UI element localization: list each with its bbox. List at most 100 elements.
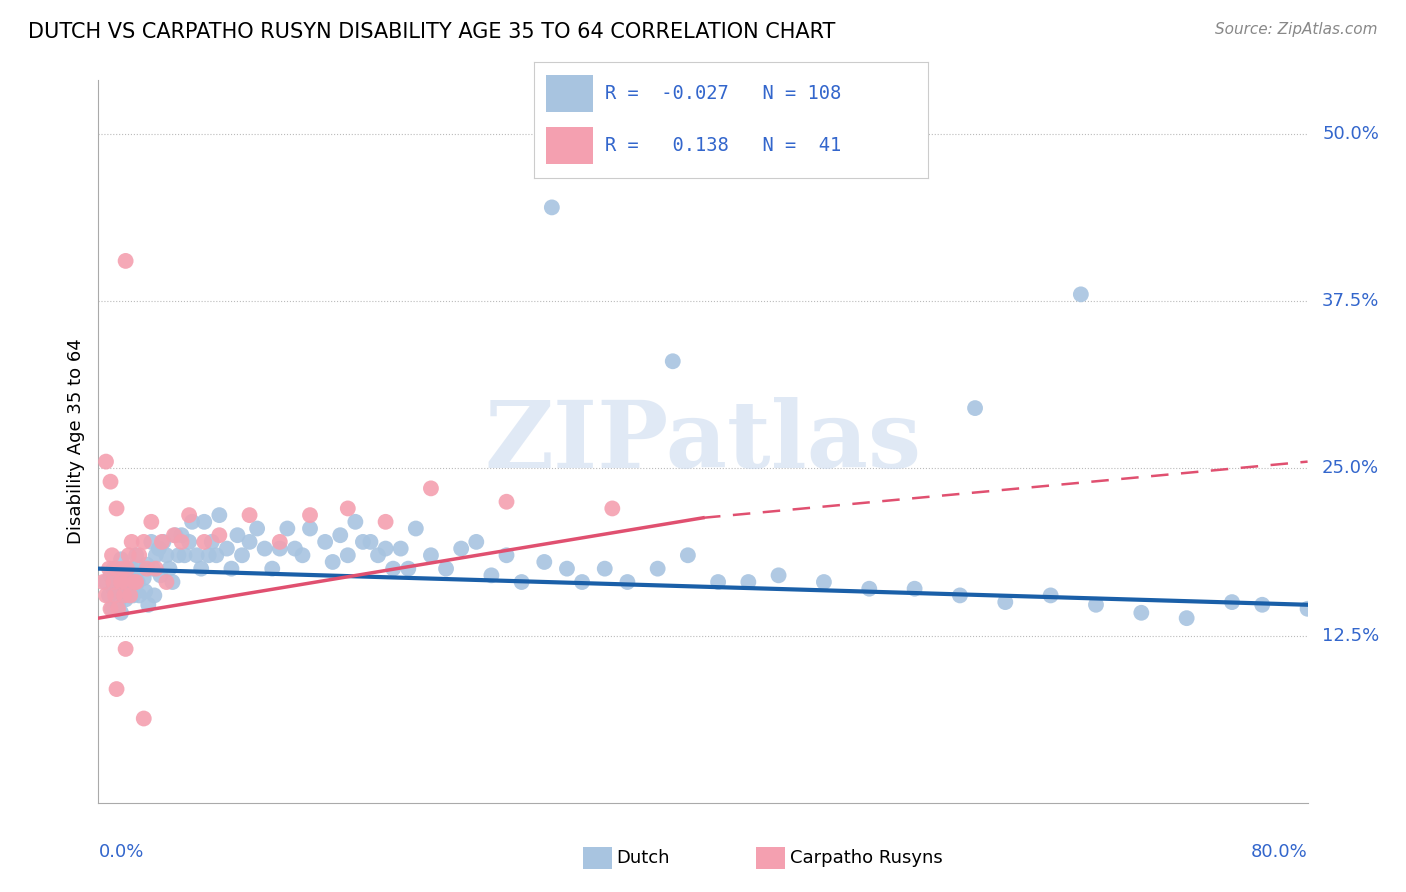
Point [965,401,987,416]
Point [434,562,457,576]
Point [737,575,759,590]
Point [107,602,129,616]
Point [197,548,219,563]
Point [382,562,405,576]
Point [1130,606,1153,620]
Point [215,541,238,556]
Point [118,562,141,576]
Point [110,606,132,620]
Point [593,562,616,576]
Point [122,589,145,603]
Point [193,534,215,549]
Text: R =   0.138   N =  41: R = 0.138 N = 41 [605,136,841,155]
Point [103,575,125,590]
Point [239,508,262,523]
Point [190,562,212,576]
Point [105,562,128,576]
Point [170,534,193,549]
Point [114,642,136,657]
Point [101,602,124,616]
Point [1070,287,1092,301]
Point [344,515,367,529]
Point [181,515,204,529]
Point [111,562,134,576]
Point [904,582,927,596]
Text: 37.5%: 37.5% [1322,292,1379,310]
Point [676,548,699,563]
Point [132,571,155,585]
Point [135,558,157,572]
Point [221,562,243,576]
Text: 25.0%: 25.0% [1322,459,1379,477]
Text: Source: ZipAtlas.com: Source: ZipAtlas.com [1215,22,1378,37]
Point [193,515,215,529]
Point [253,541,276,556]
Point [510,575,533,590]
Point [128,548,150,563]
Point [495,494,517,508]
Point [336,548,359,563]
Point [314,534,336,549]
Point [128,589,150,603]
Point [120,575,142,590]
Point [186,548,208,563]
Point [94,455,117,469]
Point [389,541,412,556]
Point [118,548,141,563]
Point [155,575,177,590]
Point [91,575,114,590]
Point [152,534,174,549]
Point [121,562,143,576]
Point [284,541,307,556]
Point [112,566,135,580]
Point [150,534,173,549]
Point [159,562,181,576]
Text: 0.0%: 0.0% [98,843,143,861]
Point [132,534,155,549]
Point [100,568,122,582]
Point [100,475,122,489]
Point [299,508,322,523]
Point [104,589,127,603]
Point [602,501,624,516]
Point [105,584,128,599]
Point [125,548,148,563]
Point [115,562,138,576]
Point [121,534,143,549]
Point [555,562,578,576]
Point [707,575,730,590]
Point [1220,595,1243,609]
Point [208,508,231,523]
Point [101,548,124,563]
Point [145,548,167,563]
Point [114,575,136,590]
Point [104,571,127,585]
Point [336,501,359,516]
Point [98,589,121,603]
Point [110,552,132,566]
Bar [546,128,593,164]
Point [262,562,284,576]
Y-axis label: Disability Age 35 to 64: Disability Age 35 to 64 [66,339,84,544]
Point [135,562,157,576]
Point [239,534,262,549]
Point [103,582,125,596]
Point [367,548,389,563]
Point [155,548,177,563]
Point [111,579,134,593]
Point [291,548,314,563]
Point [540,201,562,215]
Text: DUTCH VS CARPATHO RUSYN DISABILITY AGE 35 TO 64 CORRELATION CHART: DUTCH VS CARPATHO RUSYN DISABILITY AGE 3… [28,22,835,42]
Text: ZIPatlas: ZIPatlas [485,397,921,486]
Point [94,589,117,603]
Point [120,589,142,603]
Point [149,568,172,582]
Text: 12.5%: 12.5% [1322,626,1379,645]
Point [571,575,593,590]
Point [148,541,170,556]
Point [269,541,291,556]
Point [246,521,269,535]
Point [374,541,396,556]
Point [465,534,488,549]
Point [276,521,298,535]
